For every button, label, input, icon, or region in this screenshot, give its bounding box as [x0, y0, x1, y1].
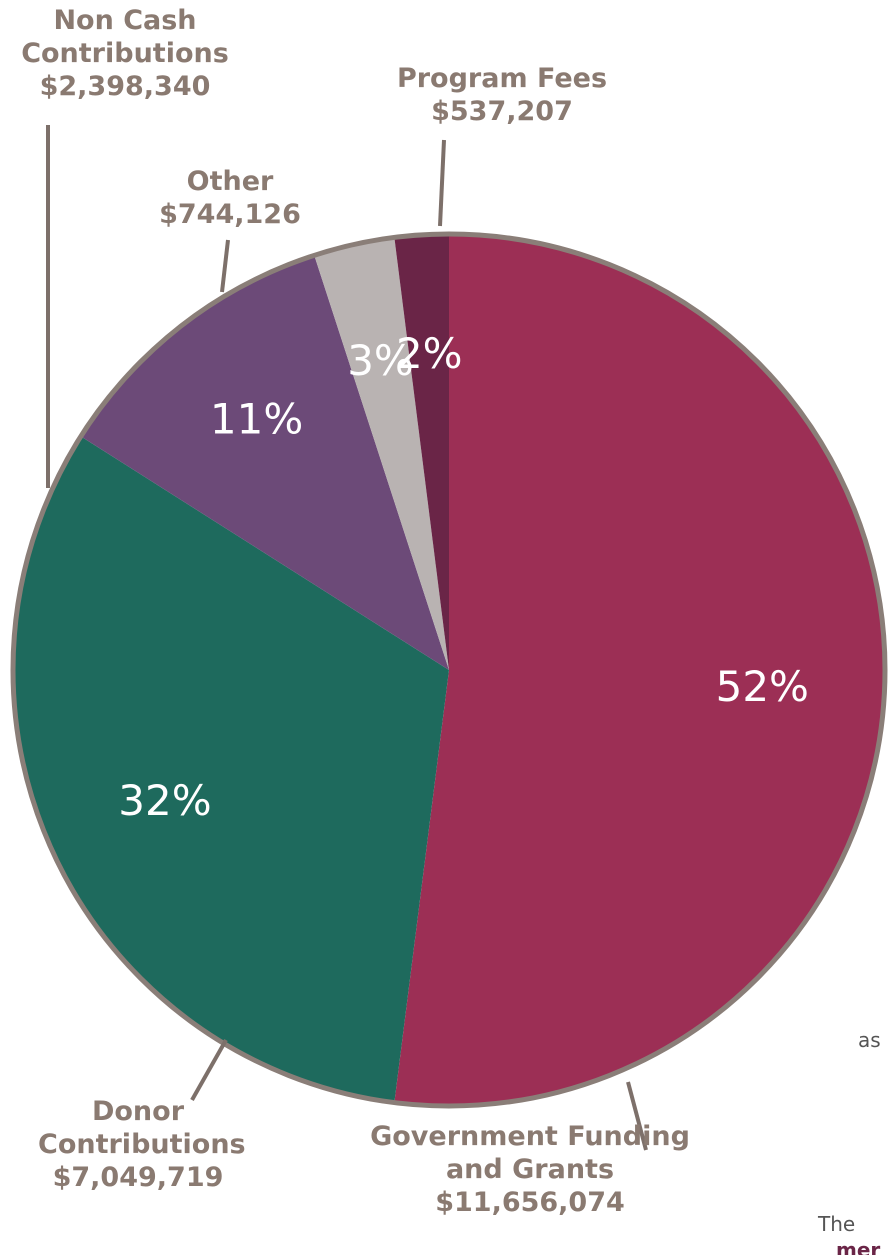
slice-label: Program Fees $537,207 — [392, 62, 612, 128]
leader-line — [220, 239, 230, 293]
pie-slice — [394, 234, 885, 1106]
clipped-text: as — [858, 1028, 881, 1052]
category-name: Government Funding and Grants — [370, 1121, 690, 1185]
pie-slice — [314, 237, 449, 670]
amount-label: $2,398,340 — [39, 71, 211, 102]
slice-label: Government Funding and Grants $11,656,074 — [360, 1120, 700, 1219]
pie-border — [10, 231, 888, 1109]
slice-label: Other $744,126 — [150, 165, 310, 231]
leader-line — [626, 1081, 648, 1151]
category-name: Donor Contributions — [38, 1096, 246, 1160]
clipped-text: The — [818, 1212, 856, 1236]
percent-label: 3% — [347, 336, 414, 385]
percent-label: 2% — [396, 329, 463, 378]
percent-label: 32% — [118, 776, 211, 825]
clipped-text: mer — [836, 1238, 881, 1255]
leader-line — [190, 1039, 228, 1101]
category-name: Other — [186, 166, 274, 197]
pie-slice — [12, 436, 449, 1103]
slice-label: Non Cash Contributions $2,398,340 — [20, 4, 230, 103]
leader-line — [438, 139, 446, 227]
slice-label: Donor Contributions $7,049,719 — [38, 1095, 246, 1194]
amount-label: $744,126 — [159, 199, 301, 230]
amount-label: $7,049,719 — [52, 1162, 224, 1193]
pie-slice — [394, 234, 449, 670]
pie — [12, 234, 885, 1106]
category-name: Non Cash Contributions — [21, 5, 229, 69]
category-name: Program Fees — [396, 63, 608, 94]
pie-slice — [80, 255, 450, 670]
amount-label: $537,207 — [431, 96, 573, 127]
percent-label: 52% — [716, 662, 809, 711]
percent-label: 11% — [210, 394, 303, 443]
amount-label: $11,656,074 — [435, 1187, 625, 1218]
